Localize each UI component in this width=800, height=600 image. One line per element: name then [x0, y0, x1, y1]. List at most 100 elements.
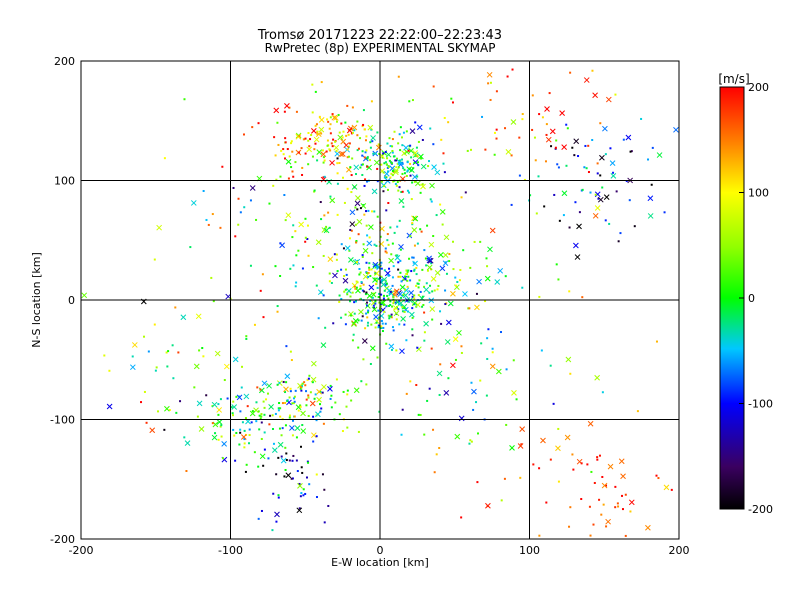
data-point-dot	[260, 509, 263, 512]
data-point-dot	[300, 466, 303, 469]
data-point-dot	[491, 351, 494, 354]
data-point-dot	[338, 413, 341, 416]
data-point-dot	[411, 256, 414, 259]
data-point-dot	[295, 459, 298, 462]
data-point-dot	[301, 267, 304, 270]
data-point-cross	[332, 272, 338, 279]
data-point-dot	[375, 321, 378, 324]
data-point-dot	[365, 210, 368, 213]
data-point-dot	[505, 368, 508, 371]
data-point-cross	[559, 110, 565, 116]
data-point-dot	[363, 184, 366, 187]
data-point-dot	[393, 130, 396, 133]
data-point-dot	[172, 377, 175, 380]
data-point-dot	[395, 349, 398, 352]
data-point-cross	[348, 311, 354, 317]
data-point-dot	[443, 116, 446, 119]
data-point-dot	[103, 354, 106, 357]
data-point-cross	[408, 167, 415, 173]
data-point-dot	[366, 156, 369, 159]
data-point-dot	[555, 263, 558, 266]
data-point-dot	[233, 434, 236, 437]
data-point-dot	[565, 164, 568, 167]
data-point-dot	[205, 218, 208, 221]
data-point-dot	[493, 131, 496, 134]
data-point-dot	[628, 199, 631, 202]
data-point-cross	[236, 394, 243, 401]
data-point-cross	[300, 410, 306, 417]
data-point-dot	[448, 253, 451, 256]
data-point-cross	[452, 336, 459, 343]
data-point-dot	[297, 249, 300, 252]
data-point-dot	[361, 163, 364, 166]
data-point-dot	[467, 307, 470, 310]
data-point-dot	[447, 121, 450, 124]
data-point-dot	[545, 133, 548, 136]
data-point-cross	[373, 314, 379, 320]
data-point-cross	[511, 390, 517, 396]
data-point-dot	[360, 163, 363, 166]
data-point-dot	[421, 268, 424, 271]
data-point-dot	[306, 238, 309, 241]
data-point-cross	[376, 264, 383, 271]
data-point-cross	[601, 482, 608, 489]
data-point-cross	[323, 227, 330, 234]
data-point-dot	[278, 381, 281, 384]
data-point-dot	[278, 402, 281, 405]
data-point-dot	[432, 85, 435, 88]
y-tick-label: 100	[54, 175, 75, 188]
data-point-cross	[195, 313, 202, 320]
data-point-dot	[397, 75, 400, 78]
data-point-dot	[388, 137, 391, 140]
data-point-cross	[369, 345, 376, 352]
data-point-dot	[336, 157, 339, 160]
data-point-dot	[388, 305, 391, 308]
data-point-dot	[389, 300, 392, 303]
data-point-dot	[535, 212, 538, 215]
data-point-dot	[336, 270, 339, 273]
data-point-dot	[370, 128, 373, 131]
data-point-dot	[217, 438, 220, 441]
data-point-dot	[239, 211, 242, 214]
data-point-dot	[574, 201, 577, 204]
data-point-cross	[327, 256, 334, 262]
data-point-dot	[198, 349, 201, 352]
data-point-cross	[445, 319, 452, 326]
data-point-cross	[273, 107, 280, 114]
data-point-dot	[249, 264, 252, 267]
data-point-dot	[323, 488, 326, 491]
data-point-cross	[309, 400, 316, 407]
data-point-dot	[413, 297, 416, 300]
data-point-dot	[413, 268, 416, 271]
data-point-dot	[257, 517, 260, 520]
data-point-cross	[625, 134, 632, 141]
data-point-dot	[369, 146, 372, 149]
data-point-dot	[265, 398, 268, 401]
data-point-dot	[307, 414, 310, 417]
data-point-dot	[311, 381, 314, 384]
data-point-dot	[448, 260, 451, 263]
data-point-dot	[331, 145, 334, 148]
data-point-dot	[277, 409, 280, 412]
data-point-dot	[533, 136, 536, 139]
data-point-dot	[368, 266, 371, 269]
data-point-dot	[630, 150, 633, 153]
data-point-dot	[625, 180, 628, 183]
data-point-cross	[597, 196, 604, 203]
data-point-dot	[291, 402, 294, 405]
data-point-dot	[388, 317, 391, 320]
data-point-dot	[503, 477, 506, 480]
data-point-dot	[657, 477, 660, 480]
data-point-cross	[607, 463, 614, 470]
data-point-cross	[411, 215, 417, 222]
data-point-dot	[174, 306, 177, 309]
data-point-dot	[371, 296, 374, 299]
data-point-dot	[588, 505, 591, 508]
data-point-cross	[320, 151, 327, 158]
data-point-cross	[374, 318, 380, 325]
data-point-cross	[456, 329, 462, 336]
data-point-cross	[663, 484, 670, 491]
data-point-dot	[317, 317, 320, 320]
data-point-dot	[421, 138, 424, 141]
data-point-cross	[408, 290, 415, 296]
